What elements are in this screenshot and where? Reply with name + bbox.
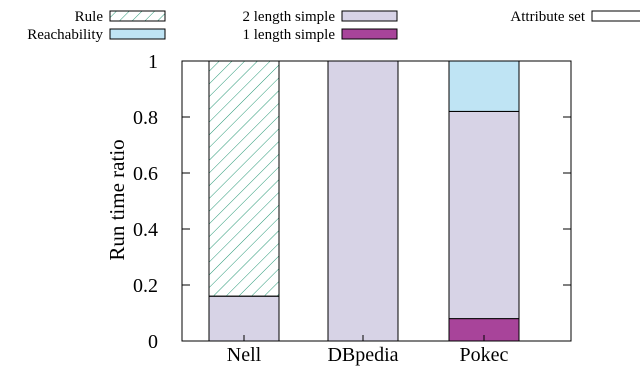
y-axis: 0 0.2 0.4 0.6 0.8 1: [133, 51, 571, 353]
legend-label: 2 length simple: [243, 9, 336, 25]
bar-pokec-series-1: [448, 110, 520, 320]
legend-swatch: [341, 10, 398, 22]
legend-label: Reachability: [27, 27, 103, 43]
legend-label: Rule: [75, 9, 104, 25]
x-tick-label: Pokec: [460, 344, 509, 366]
legend-label: Attribute set: [510, 9, 585, 25]
x-axis: Nell DBpedia Pokec: [227, 335, 509, 366]
legend-label: 1 length simple: [243, 27, 336, 43]
bar-nell-series-1: [208, 295, 280, 342]
bars: [208, 60, 520, 342]
y-tick-label: 0.4: [133, 219, 158, 241]
plot-frame: [181, 60, 572, 342]
legend-swatch: [109, 28, 166, 40]
y-tick-label: 0: [148, 331, 158, 353]
y-tick-label: 0.2: [133, 275, 158, 297]
y-axis-title: Run time ratio: [105, 139, 129, 260]
bar-dbpedia-series-1: [327, 60, 399, 342]
x-tick-label: Nell: [227, 344, 262, 366]
y-tick-label: 0.6: [133, 163, 158, 185]
y-tick-label: 0.8: [133, 107, 158, 129]
bar-pokec-series-2: [448, 60, 520, 112]
x-tick-label: DBpedia: [327, 344, 398, 366]
legend-swatch: [591, 10, 640, 22]
legend-swatch: [109, 10, 166, 22]
legend: Rule Reachability 2 length simple 1 length …: [27, 9, 640, 43]
y-tick-label: 1: [148, 51, 158, 73]
legend-swatch: [341, 28, 398, 40]
bar-nell-series-4: [208, 60, 280, 297]
